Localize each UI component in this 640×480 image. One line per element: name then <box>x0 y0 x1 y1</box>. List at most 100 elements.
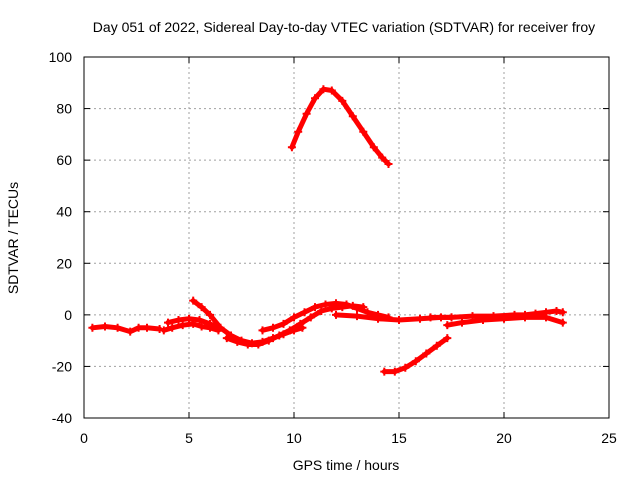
data-point <box>296 319 305 328</box>
series-line-sat-g <box>289 86 391 167</box>
data-point <box>558 308 567 317</box>
data-point <box>243 340 252 349</box>
data-point <box>197 303 206 312</box>
data-point <box>254 340 263 349</box>
data-point <box>264 336 273 345</box>
data-point <box>287 143 296 152</box>
data-point <box>113 323 122 332</box>
data-point <box>134 323 143 332</box>
x-axis-title: GPS time / hours <box>293 457 400 473</box>
data-point <box>432 341 441 350</box>
y-tick-label: -40 <box>52 410 72 426</box>
data-point <box>185 314 193 323</box>
data-point <box>411 357 420 366</box>
data-point <box>275 331 284 340</box>
x-tick-label: 15 <box>391 430 407 446</box>
y-tick-label: 20 <box>56 255 72 271</box>
y-tick-label: 100 <box>49 49 73 65</box>
data-point <box>401 363 410 372</box>
data-point <box>422 349 431 358</box>
data-point <box>447 313 456 322</box>
data-point <box>378 153 387 162</box>
data-point <box>143 323 151 332</box>
y-axis-title: SDTVAR / TECUs <box>5 182 21 294</box>
y-tick-label: 40 <box>56 204 72 220</box>
data-point <box>342 300 351 309</box>
data-point <box>531 309 540 318</box>
x-tick-label: 25 <box>601 430 617 446</box>
data-point <box>552 306 561 315</box>
data-point <box>416 314 424 323</box>
data-point <box>426 313 435 322</box>
data-point <box>206 310 214 319</box>
data-point <box>468 312 477 321</box>
data-point <box>311 94 319 103</box>
y-tick-labels: -40 -20 0 20 40 60 80 100 <box>49 49 73 426</box>
data-point <box>306 313 315 322</box>
data-point <box>348 112 357 121</box>
data-point <box>353 304 361 313</box>
data-point <box>319 85 328 94</box>
y-tick-label: 0 <box>64 307 72 323</box>
data-point <box>380 367 389 376</box>
grid-lines <box>84 57 609 418</box>
y-tick-label: 60 <box>56 152 72 168</box>
data-point <box>353 312 361 321</box>
data-point <box>233 337 242 346</box>
data-series <box>88 85 567 376</box>
data-point <box>359 127 368 136</box>
data-point <box>279 319 288 328</box>
data-point <box>390 367 399 376</box>
data-point <box>285 326 294 335</box>
data-point <box>302 109 311 118</box>
data-point <box>443 334 452 343</box>
data-point <box>216 323 225 332</box>
data-point <box>222 334 231 343</box>
data-point <box>174 316 183 325</box>
data-point <box>159 326 168 335</box>
data-point <box>126 327 135 336</box>
data-point <box>510 310 519 319</box>
x-tick-label: 20 <box>496 430 512 446</box>
data-point <box>558 318 567 327</box>
x-tick-label: 10 <box>286 430 302 446</box>
data-point <box>338 96 347 105</box>
data-point <box>168 323 177 332</box>
data-point <box>300 308 309 317</box>
data-point <box>269 323 277 332</box>
data-point <box>384 160 393 169</box>
y-tick-label: 80 <box>56 101 72 117</box>
data-point <box>321 300 330 309</box>
data-point <box>327 86 336 95</box>
data-point <box>369 143 378 152</box>
plot-frame <box>83 56 610 419</box>
data-point <box>332 310 340 319</box>
data-point <box>189 296 198 305</box>
data-point <box>206 319 214 328</box>
data-point <box>489 312 498 321</box>
data-point <box>88 323 97 332</box>
data-point <box>542 308 550 317</box>
data-point <box>294 127 303 136</box>
data-point <box>178 321 187 330</box>
data-point <box>458 318 466 327</box>
data-point <box>374 314 382 323</box>
data-point <box>317 306 326 315</box>
data-point <box>195 316 204 325</box>
y-tick-label: -20 <box>52 358 72 374</box>
x-tick-label: 5 <box>185 430 193 446</box>
data-point <box>521 310 529 319</box>
chart-title: Day 051 of 2022, Sidereal Day-to-day VTE… <box>93 19 595 35</box>
x-tick-label: 0 <box>80 430 88 446</box>
data-point <box>443 321 452 330</box>
data-point <box>395 316 403 325</box>
data-point <box>258 326 267 335</box>
series-line-sat-e <box>224 303 366 347</box>
data-point <box>164 318 172 327</box>
data-point <box>332 299 340 308</box>
data-point <box>311 303 319 312</box>
data-point <box>197 322 206 331</box>
data-point <box>290 313 298 322</box>
x-tick-labels: 0 5 10 15 20 25 <box>80 430 617 446</box>
